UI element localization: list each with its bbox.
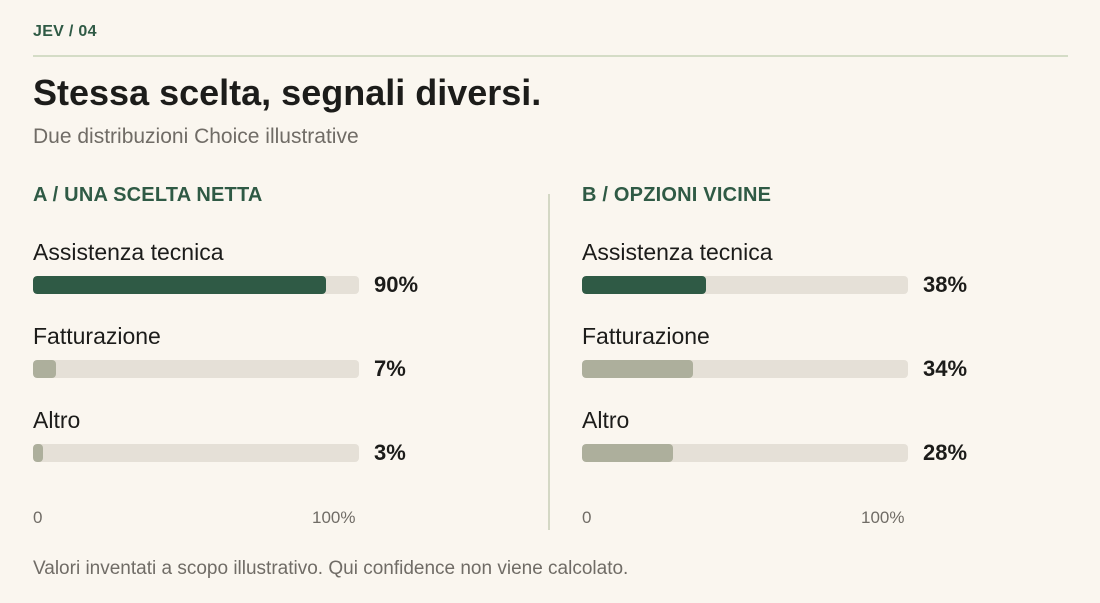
bar-label: Assistenza tecnica xyxy=(33,239,224,265)
axis-tick-max: 100% xyxy=(861,508,905,527)
bar-value-label: 38% xyxy=(923,272,968,297)
bar-value-label: 90% xyxy=(374,272,419,297)
header-rule xyxy=(33,55,1068,57)
kicker: JEV / 04 xyxy=(33,23,97,40)
bar-track xyxy=(33,360,359,378)
bar-value-label: 3% xyxy=(374,440,406,465)
page-title: Stessa scelta, segnali diversi. xyxy=(33,72,542,113)
panel-b-title: B / OPZIONI VICINE xyxy=(582,184,772,206)
bar-row-a-1: Fatturazione xyxy=(33,323,453,383)
bar-fill-a-1 xyxy=(33,360,56,378)
footnote: Valori inventati a scopo illustrativo. Q… xyxy=(33,558,629,579)
bar-value-label: 34% xyxy=(923,356,968,381)
panel-divider xyxy=(548,194,550,530)
bar-fill-b-0 xyxy=(582,276,706,294)
page-subtitle: Due distribuzioni Choice illustrative xyxy=(33,125,359,148)
bar-track xyxy=(582,276,908,294)
bar-track xyxy=(582,444,908,462)
chart-panel-b: B / OPZIONI VICINE Assistenza tecnica 38… xyxy=(582,184,1002,534)
bar-track xyxy=(33,444,359,462)
panel-a-title: A / UNA SCELTA NETTA xyxy=(33,184,263,206)
bar-row-b-2: Altro xyxy=(582,407,1002,467)
bar-label: Altro xyxy=(582,407,630,433)
bar-label: Assistenza tecnica xyxy=(582,239,773,265)
axis-tick-min: 0 xyxy=(33,508,43,527)
axis-tick-max: 100% xyxy=(312,508,356,527)
bar-fill-b-2 xyxy=(582,444,674,462)
axis-tick-min: 0 xyxy=(582,508,592,527)
bar-row-b-1: Fatturazione xyxy=(582,323,1002,383)
bar-label: Fatturazione xyxy=(582,323,710,349)
chart-panel-a: A / UNA SCELTA NETTA Assistenza tecnica … xyxy=(33,184,453,534)
bar-fill-a-2 xyxy=(33,444,43,462)
bar-track xyxy=(582,360,908,378)
bar-row-a-0: Assistenza tecnica xyxy=(33,239,453,299)
bar-row-b-0: Assistenza tecnica xyxy=(582,239,1002,299)
bar-value-label: 28% xyxy=(923,440,968,465)
bar-label: Fatturazione xyxy=(33,323,161,349)
bar-value-label: 7% xyxy=(374,356,406,381)
bar-fill-a-0 xyxy=(33,276,327,294)
bar-fill-b-1 xyxy=(582,360,693,378)
bar-track xyxy=(33,276,359,294)
bar-row-a-2: Altro xyxy=(33,407,453,467)
bar-label: Altro xyxy=(33,407,81,433)
